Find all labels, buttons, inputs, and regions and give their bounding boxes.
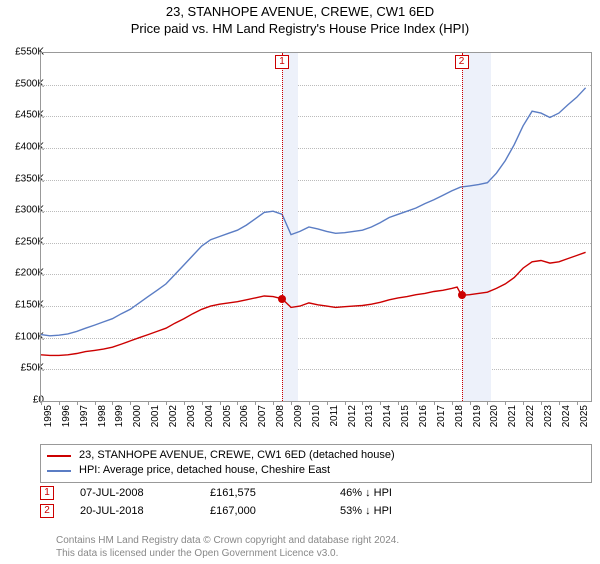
marker-vline <box>462 53 463 401</box>
xtick-label: 2013 <box>364 405 375 427</box>
xtick-label: 2025 <box>579 405 590 427</box>
chart-root: 23, STANHOPE AVENUE, CREWE, CW1 6ED Pric… <box>0 4 600 564</box>
xtick <box>470 401 471 405</box>
xtick <box>202 401 203 405</box>
xtick-label: 1995 <box>43 405 54 427</box>
sales-date: 20-JUL-2018 <box>80 505 210 517</box>
sales-pct: 46% ↓ HPI <box>340 487 440 499</box>
xtick <box>95 401 96 405</box>
series-property <box>41 252 586 355</box>
sales-pct: 53% ↓ HPI <box>340 505 440 517</box>
chart-subtitle: Price paid vs. HM Land Registry's House … <box>0 21 600 36</box>
xtick <box>59 401 60 405</box>
xtick-label: 2008 <box>275 405 286 427</box>
xtick-label: 2005 <box>222 405 233 427</box>
xtick-label: 2010 <box>311 405 322 427</box>
xtick-label: 2000 <box>132 405 143 427</box>
legend: 23, STANHOPE AVENUE, CREWE, CW1 6ED (det… <box>40 444 592 483</box>
xtick-label: 1997 <box>79 405 90 427</box>
xtick-label: 2007 <box>257 405 268 427</box>
xtick <box>434 401 435 405</box>
xtick <box>327 401 328 405</box>
xtick <box>184 401 185 405</box>
legend-swatch-series1 <box>47 455 71 457</box>
footer-line2: This data is licensed under the Open Gov… <box>56 547 399 560</box>
xtick-label: 2016 <box>418 405 429 427</box>
sales-date: 07-JUL-2008 <box>80 487 210 499</box>
marker-vline <box>282 53 283 401</box>
marker-box: 2 <box>455 55 469 69</box>
xtick <box>523 401 524 405</box>
xtick-label: 2015 <box>400 405 411 427</box>
xtick <box>220 401 221 405</box>
sale-dot <box>278 295 286 303</box>
xtick <box>291 401 292 405</box>
xtick <box>273 401 274 405</box>
line-series <box>41 53 591 401</box>
xtick-label: 2001 <box>150 405 161 427</box>
xtick-label: 2014 <box>382 405 393 427</box>
xtick <box>541 401 542 405</box>
footer-line1: Contains HM Land Registry data © Crown c… <box>56 534 399 547</box>
xtick <box>41 401 42 405</box>
footer-attribution: Contains HM Land Registry data © Crown c… <box>56 534 399 560</box>
series-hpi <box>41 88 586 336</box>
xtick-label: 2006 <box>239 405 250 427</box>
xtick-label: 2023 <box>543 405 554 427</box>
xtick <box>398 401 399 405</box>
legend-label-series1: 23, STANHOPE AVENUE, CREWE, CW1 6ED (det… <box>79 448 395 463</box>
xtick <box>577 401 578 405</box>
xtick-label: 2011 <box>329 405 340 427</box>
xtick-label: 2022 <box>525 405 536 427</box>
xtick-label: 2019 <box>472 405 483 427</box>
xtick-label: 2003 <box>186 405 197 427</box>
xtick <box>345 401 346 405</box>
xtick <box>309 401 310 405</box>
legend-row-series1: 23, STANHOPE AVENUE, CREWE, CW1 6ED (det… <box>47 448 585 463</box>
xtick-label: 2018 <box>454 405 465 427</box>
xtick-label: 1998 <box>97 405 108 427</box>
xtick <box>148 401 149 405</box>
sale-dot <box>458 291 466 299</box>
xtick <box>77 401 78 405</box>
sales-price: £161,575 <box>210 487 340 499</box>
sales-marker-box: 2 <box>40 504 54 518</box>
xtick-label: 2012 <box>347 405 358 427</box>
xtick-label: 2009 <box>293 405 304 427</box>
xtick <box>416 401 417 405</box>
xtick-label: 1999 <box>114 405 125 427</box>
sales-marker-box: 1 <box>40 486 54 500</box>
legend-row-series2: HPI: Average price, detached house, Ches… <box>47 463 585 478</box>
sales-table: 1 07-JUL-2008£161,57546% ↓ HPI 2 20-JUL-201… <box>40 486 440 522</box>
plot-area: 12 1995199619971998199920002001200220032… <box>40 52 592 402</box>
chart-title: 23, STANHOPE AVENUE, CREWE, CW1 6ED <box>0 4 600 21</box>
sales-row: 2 20-JUL-2018£167,00053% ↓ HPI <box>40 504 440 518</box>
sales-row: 1 07-JUL-2008£161,57546% ↓ HPI <box>40 486 440 500</box>
legend-swatch-series2 <box>47 470 71 472</box>
xtick-label: 2020 <box>489 405 500 427</box>
xtick-label: 1996 <box>61 405 72 427</box>
xtick-label: 2004 <box>204 405 215 427</box>
xtick <box>166 401 167 405</box>
legend-label-series2: HPI: Average price, detached house, Ches… <box>79 463 330 478</box>
xtick-label: 2021 <box>507 405 518 427</box>
marker-box: 1 <box>275 55 289 69</box>
xtick <box>452 401 453 405</box>
xtick-label: 2002 <box>168 405 179 427</box>
sales-price: £167,000 <box>210 505 340 517</box>
xtick-label: 2024 <box>561 405 572 427</box>
xtick-label: 2017 <box>436 405 447 427</box>
xtick <box>559 401 560 405</box>
